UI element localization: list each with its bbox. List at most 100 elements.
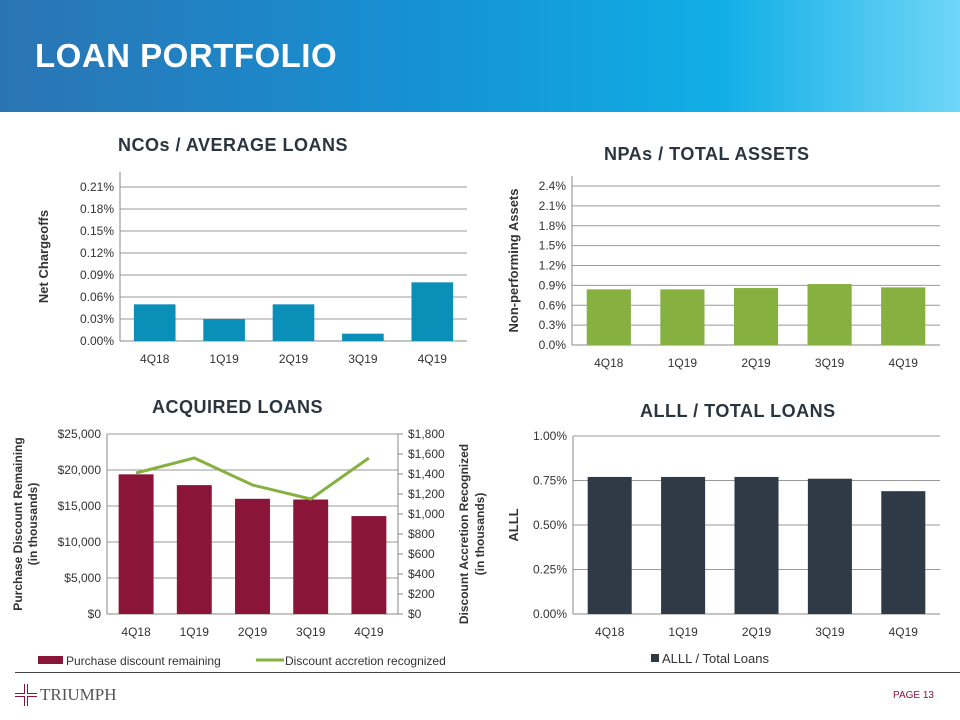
npa-x-tick: 1Q19	[668, 356, 698, 370]
alll-y-tick: 1.00%	[533, 429, 567, 443]
npa-x-tick: 4Q18	[594, 356, 624, 370]
acq-accretion-line	[135, 456, 370, 501]
npa-bar	[660, 289, 705, 345]
nco-y-tick: 0.18%	[80, 202, 114, 216]
acq-y2-tick: $0	[408, 607, 422, 621]
nco-y-tick: 0.21%	[80, 180, 114, 194]
nco-bar	[342, 333, 384, 341]
acq-y-label: Purchase Discount Remaining	[11, 437, 25, 610]
alll-bar	[734, 476, 779, 614]
acq-x-tick: 4Q18	[121, 625, 151, 639]
npa-y-tick: 0.3%	[539, 318, 567, 332]
npa-y-label: Non-performing Assets	[506, 189, 521, 333]
nco-y-tick: 0.00%	[80, 334, 114, 348]
acq-y2-tick: $1,600	[408, 447, 445, 461]
acq-y2-tick: $1,800	[408, 427, 445, 441]
acq-x-tick: 2Q19	[238, 625, 268, 639]
npa-chart-title: NPAs / TOTAL ASSETS	[604, 144, 810, 164]
acq-x-tick: 4Q19	[354, 625, 384, 639]
legend-alll: ALLL / Total Loans	[662, 651, 769, 666]
acq-bar	[235, 498, 270, 614]
page-number: PAGE 13	[893, 690, 934, 701]
alll-x-tick: 3Q19	[815, 625, 845, 639]
npa-y-tick: 0.0%	[539, 338, 567, 352]
legend-discount-accretion: Discount accretion recognized	[285, 654, 446, 668]
npa-y-tick: 1.8%	[539, 219, 567, 233]
acq-y2-label: Discount Accretion Recognized	[457, 444, 471, 624]
header-banner: LOAN PORTFOLIO	[0, 0, 960, 112]
acq-y2-tick: $400	[408, 567, 435, 581]
acq-x-tick: 1Q19	[180, 625, 210, 639]
alll-y-tick: 0.25%	[533, 563, 567, 577]
nco-y-tick: 0.06%	[80, 290, 114, 304]
acq-bar	[351, 516, 387, 614]
acq-y2-tick: $1,400	[408, 467, 445, 481]
npa-x-tick: 2Q19	[741, 356, 771, 370]
npa-y-tick: 0.9%	[539, 278, 567, 292]
npa-y-tick: 0.6%	[539, 298, 567, 312]
nco-bar	[203, 319, 245, 341]
alll-x-tick: 4Q19	[889, 625, 919, 639]
acq-y2-tick: $1,200	[408, 487, 445, 501]
acq-bar	[293, 499, 329, 614]
alll-x-tick: 2Q19	[742, 625, 772, 639]
npa-y-tick: 2.1%	[539, 199, 567, 213]
npa-bar	[733, 288, 779, 345]
acq-y-tick: $25,000	[58, 427, 102, 441]
npa-y-tick: 2.4%	[539, 179, 567, 193]
acq-y-label-units: (in thousands)	[26, 483, 40, 566]
acq-x-tick: 3Q19	[296, 625, 326, 639]
nco-bar	[133, 304, 176, 341]
acq-y2-label-units: (in thousands)	[473, 493, 487, 576]
acq-y2-tick: $800	[408, 527, 435, 541]
acq-y-tick: $20,000	[58, 463, 102, 477]
acq-bar	[176, 485, 212, 614]
npa-bar	[807, 284, 852, 345]
nco-x-tick: 4Q18	[140, 352, 170, 366]
acquired-chart-title: ACQUIRED LOANS	[152, 397, 324, 417]
legend-purchase-discount: Purchase discount remaining	[66, 654, 221, 668]
alll-y-tick: 0.75%	[533, 474, 567, 488]
acq-y-tick: $10,000	[58, 535, 102, 549]
page-title: LOAN PORTFOLIO	[35, 37, 338, 74]
npa-bar	[586, 289, 631, 345]
alll-bar	[587, 476, 632, 614]
acq-bar	[118, 474, 154, 614]
acq-y-tick: $5,000	[64, 571, 101, 585]
acq-y2-tick: $1,000	[408, 507, 445, 521]
acq-y2-tick: $200	[408, 587, 435, 601]
alll-bar	[807, 478, 852, 614]
alll-y-tick: 0.00%	[533, 607, 567, 621]
triumph-logo: TRIUMPH	[15, 684, 117, 706]
acq-y2-tick: $600	[408, 547, 435, 561]
nco-y-tick: 0.03%	[80, 312, 114, 326]
nco-x-tick: 3Q19	[348, 352, 378, 366]
nco-y-tick: 0.09%	[80, 268, 114, 282]
alll-x-tick: 1Q19	[668, 625, 698, 639]
cross-logo-icon	[15, 684, 37, 706]
alll-x-tick: 4Q18	[595, 625, 625, 639]
acq-y-tick: $15,000	[58, 499, 102, 513]
npa-y-tick: 1.2%	[539, 259, 567, 273]
nco-y-label: Net Chargeoffs	[36, 210, 51, 303]
legend-bar-swatch	[38, 656, 63, 664]
alll-chart-title: ALLL / TOTAL LOANS	[640, 401, 836, 421]
legend-alll-swatch	[651, 654, 659, 662]
alll-bar	[661, 476, 706, 614]
alll-y-tick: 0.50%	[533, 518, 567, 532]
nco-x-tick: 1Q19	[209, 352, 239, 366]
nco-y-tick: 0.12%	[80, 246, 114, 260]
npa-bar	[881, 287, 926, 345]
npa-y-tick: 1.5%	[539, 239, 567, 253]
nco-x-tick: 2Q19	[279, 352, 309, 366]
alll-bar	[881, 491, 926, 614]
npa-x-tick: 4Q19	[889, 356, 919, 370]
footer-divider	[15, 672, 960, 673]
npa-x-tick: 3Q19	[815, 356, 845, 370]
nco-chart-title: NCOs / AVERAGE LOANS	[118, 135, 349, 155]
nco-y-tick: 0.15%	[80, 224, 114, 238]
nco-bar	[272, 304, 315, 341]
nco-bar	[411, 282, 454, 341]
alll-y-label: ALLL	[506, 508, 521, 541]
